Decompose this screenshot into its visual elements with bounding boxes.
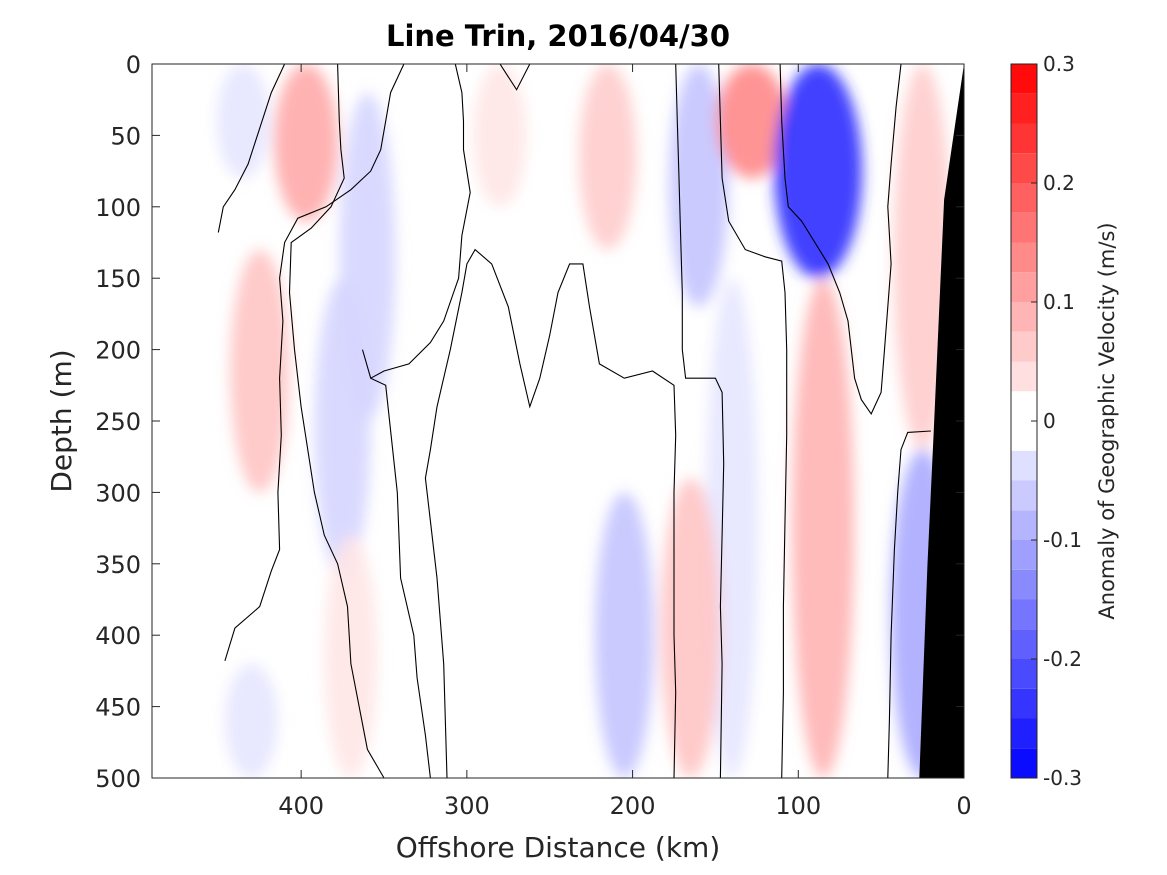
colorbar-segment [1011, 659, 1037, 689]
zero-contour-7 [675, 64, 725, 778]
y-tick-label: 150 [95, 265, 141, 293]
x-tick-label: 0 [956, 792, 971, 820]
x-tick-label: 100 [775, 792, 821, 820]
colorbar-segment [1011, 540, 1037, 570]
colorbar-segment [1011, 421, 1037, 451]
y-tick-label: 0 [126, 51, 141, 79]
colorbar-segment [1011, 748, 1037, 778]
zero-contour-6 [424, 248, 677, 778]
colorbar-tick-label: 0.2 [1043, 171, 1075, 195]
y-tick-label: 200 [95, 337, 141, 365]
colorbar-tick-label: -0.3 [1043, 766, 1082, 790]
anomaly-negative-4 [314, 278, 371, 579]
zero-contour-3 [370, 64, 471, 379]
plot-area [151, 63, 965, 779]
colorbar-segment [1011, 688, 1037, 719]
chart-title: Line Trin, 2016/04/30 [386, 19, 730, 53]
bathymetry-shelf [919, 64, 964, 778]
colorbar-segment [1011, 599, 1037, 630]
anomaly-positive-11 [791, 278, 855, 778]
anomaly-positive-6 [578, 64, 637, 250]
colorbar: 0.3 0.2 0.1 0 -0.1 -0.2 -0.3 [1010, 52, 1082, 790]
y-tick-label: 450 [95, 694, 141, 722]
colorbar-segment [1011, 510, 1037, 540]
colorbar-tick-label: 0.3 [1043, 52, 1075, 76]
colorbar-tick-label: 0 [1043, 409, 1056, 433]
anomaly-negative-7 [669, 64, 729, 307]
zero-contour-5 [499, 64, 531, 91]
colorbar-segment [1011, 302, 1037, 332]
y-tick-label: 50 [110, 122, 141, 150]
y-tick-label: 300 [95, 479, 141, 507]
zero-contour-0 [217, 64, 286, 233]
zero-contour-8 [718, 64, 788, 778]
colorbar-tick-label: 0.1 [1043, 290, 1075, 314]
colorbar-label: Anomaly of Geographic Velocity (m/s) [1095, 222, 1119, 619]
colorbar-segment [1011, 242, 1037, 273]
anomaly-positive-2 [230, 249, 290, 493]
colorbar-segment [1011, 212, 1037, 243]
anomaly-negative-0 [216, 64, 270, 179]
colorbar-segment [1011, 183, 1037, 213]
colorbar-segment [1011, 629, 1037, 659]
y-tick-label: 500 [95, 765, 141, 793]
colorbar-segment [1011, 123, 1037, 154]
zero-contour-1 [224, 64, 405, 662]
colorbar-segment [1011, 361, 1037, 392]
zero-contour-10 [887, 430, 931, 778]
colorbar-tick-label: -0.1 [1043, 528, 1082, 552]
zero-contour-2 [288, 64, 385, 778]
anomaly-negative-9 [774, 64, 863, 279]
x-axis-label: Offshore Distance (km) [396, 831, 721, 864]
anomaly-negative-14 [594, 492, 654, 778]
x-tick-label: 300 [444, 792, 490, 820]
anomaly-field [216, 64, 955, 778]
y-tick-label: 350 [95, 551, 141, 579]
y-axis-label: Depth (m) [45, 349, 78, 492]
colorbar-tick-label: -0.2 [1043, 647, 1082, 671]
anomaly-positive-5 [473, 64, 527, 207]
colorbar-segment [1011, 450, 1037, 481]
colorbar-segment [1011, 153, 1037, 183]
anomaly-negative-16 [225, 663, 278, 778]
colorbar-segment [1011, 718, 1037, 749]
zero-contour-4 [361, 349, 431, 778]
anomaly-positive-1 [274, 64, 339, 222]
y-tick-label: 400 [95, 622, 141, 650]
anomaly-positive-10 [893, 64, 952, 450]
x-tick-label: 400 [278, 792, 324, 820]
colorbar-segment [1011, 331, 1037, 362]
zero-contour-9 [779, 64, 902, 416]
anomaly-positive-8 [716, 64, 788, 179]
colorbar-segment [1011, 64, 1037, 94]
y-axis: 0 50 100 150 200 250 300 350 400 450 500 [95, 51, 964, 793]
colorbar-segment [1011, 93, 1037, 124]
colorbar-segment [1011, 391, 1037, 421]
colorbar-segment [1011, 480, 1037, 511]
colorbar-segment [1011, 569, 1037, 600]
x-tick-label: 200 [610, 792, 656, 820]
colorbar-segment [1011, 272, 1037, 302]
zero-contours [217, 64, 931, 778]
y-tick-label: 100 [95, 194, 141, 222]
anomaly-positive-13 [660, 478, 721, 778]
x-axis: 400 300 200 100 0 [278, 64, 972, 820]
y-tick-label: 250 [95, 408, 141, 436]
